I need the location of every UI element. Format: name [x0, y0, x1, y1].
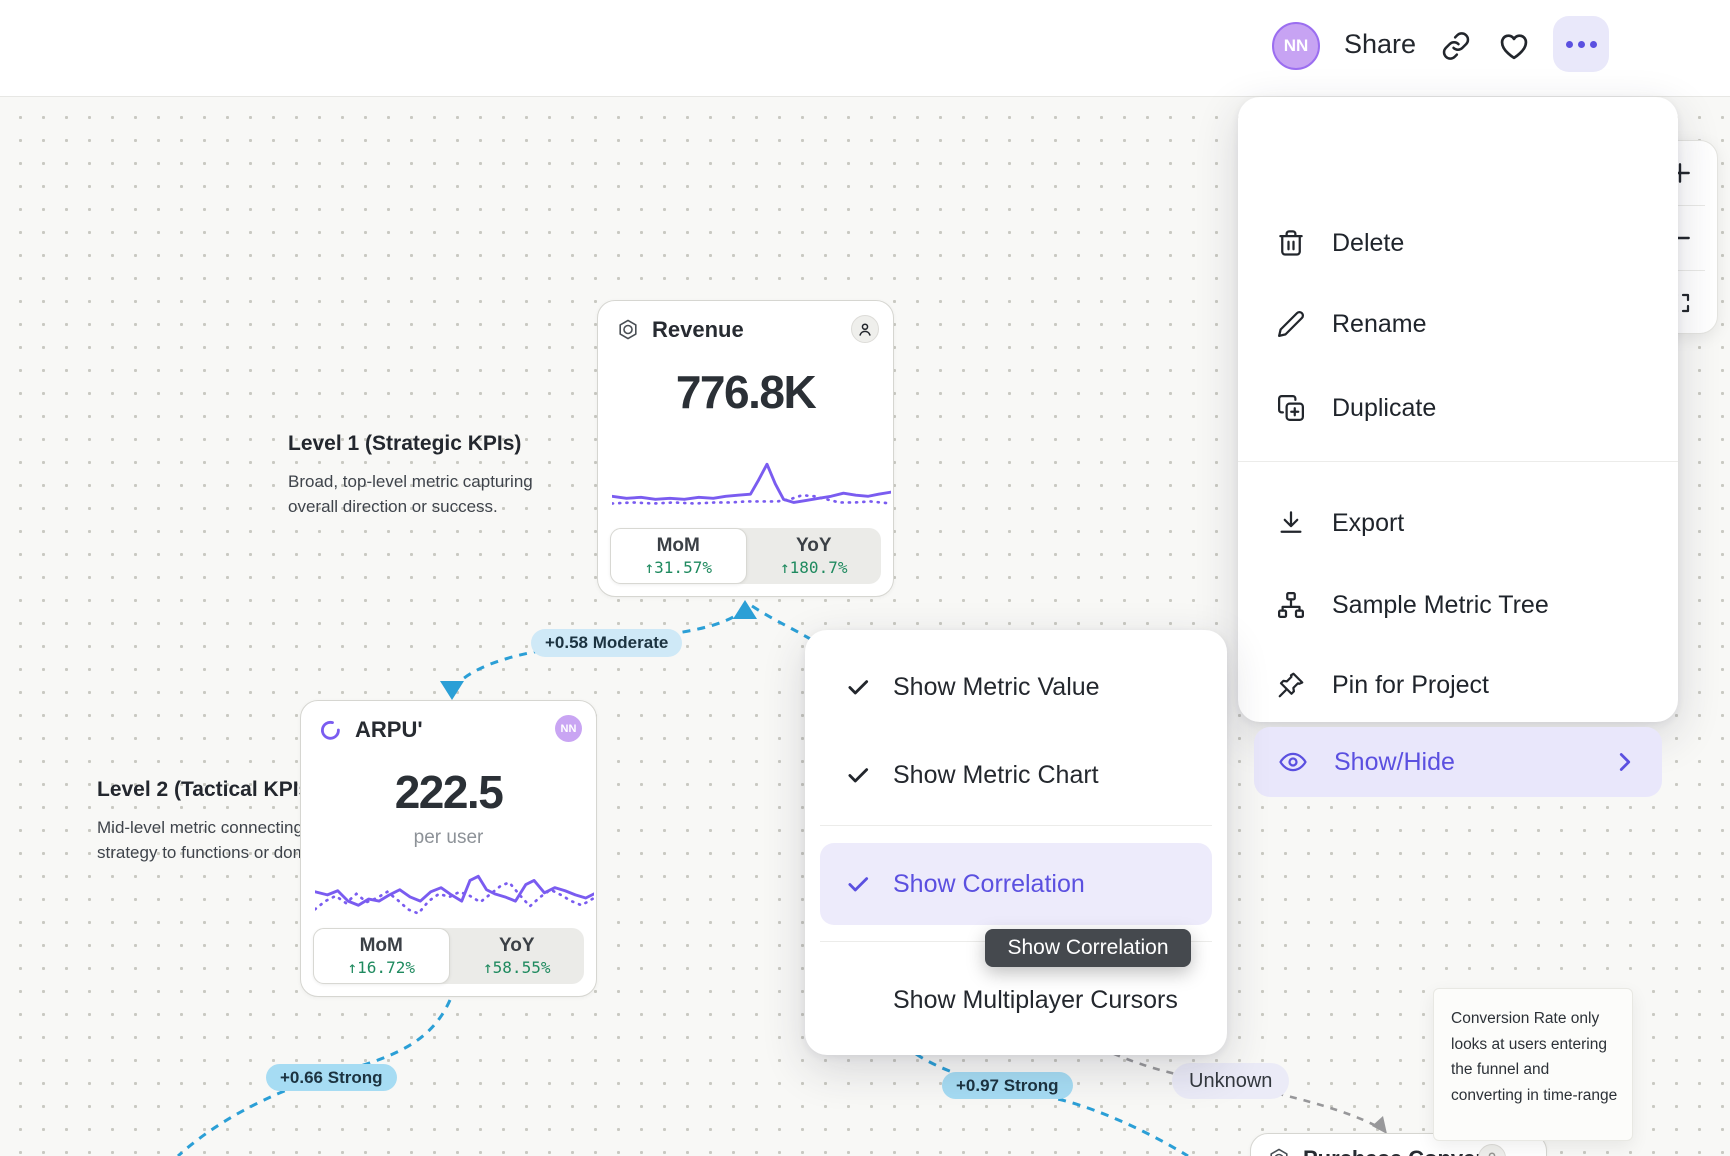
pencil-icon: [1278, 311, 1304, 337]
download-icon: [1280, 511, 1302, 533]
tree-icon: [1278, 592, 1304, 618]
pushpin-icon: [1278, 672, 1304, 698]
user-avatar[interactable]: NN: [1272, 22, 1320, 70]
arpu-mom-value: ↑16.72%: [347, 958, 415, 977]
revenue-owner-avatar[interactable]: [851, 315, 879, 343]
more-options-menu: Delete Rename Duplicate Export: [1238, 97, 1678, 797]
menu-item-rename[interactable]: Rename: [1238, 287, 1678, 361]
metric-hexagon-icon: [1270, 1148, 1288, 1156]
check-icon: [848, 680, 869, 695]
arpu-unit: per user: [413, 827, 484, 848]
level1-desc-line2: overall direction or success.: [288, 497, 498, 516]
menu-item-show-hide[interactable]: Show/Hide: [1254, 727, 1662, 797]
favorite-button[interactable]: [1496, 28, 1532, 64]
submenu-divider: [820, 825, 1212, 826]
heart-icon: [1500, 34, 1528, 60]
menu-item-sample-metric-tree[interactable]: Sample Metric Tree: [1238, 568, 1678, 642]
menu-item-delete[interactable]: Delete: [1238, 206, 1678, 280]
arpu-comparison-tabs: MoM ↑16.72% YoY ↑58.55%: [313, 928, 584, 984]
revenue-comparison-tabs: MoM ↑31.57% YoY ↑180.7%: [610, 528, 881, 584]
revenue-tab-mom[interactable]: MoM ↑31.57%: [610, 528, 747, 584]
metric-card-arpu[interactable]: ARPU' NN 222.5 per user MoM ↑16.72% YoY …: [300, 700, 597, 997]
check-icon: [848, 877, 869, 892]
correlation-badge-strong-left: +0.66 Strong: [266, 1064, 397, 1091]
correlation-badge-strong-right: +0.97 Strong: [942, 1072, 1073, 1099]
note-line4: converting in time-range: [1451, 1086, 1618, 1104]
note-line1: Conversion Rate only: [1451, 1010, 1600, 1027]
chevron-right-icon: [1619, 753, 1631, 771]
canvas-note[interactable]: Conversion Rate only looks at users ente…: [1433, 988, 1633, 1141]
link-icon: [1442, 32, 1470, 60]
correlation-badge-moderate: +0.58 Moderate: [531, 629, 683, 657]
arpu-card-title: ARPU': [355, 717, 423, 742]
top-bar: NN Share: [0, 0, 1730, 97]
arpu-tab-yoy[interactable]: YoY ↑58.55%: [483, 935, 551, 977]
level1-desc-line1: Broad, top-level metric capturing: [288, 472, 533, 491]
show-hide-submenu: Show Metric Value Show Metric Chart Show…: [805, 630, 1227, 1055]
person-icon: [859, 323, 871, 336]
menu-divider: [1238, 461, 1678, 462]
submenu-item-show-metric-value[interactable]: Show Metric Value: [805, 657, 1227, 717]
check-icon: [848, 768, 869, 783]
note-line2: looks at users entering: [1451, 1035, 1607, 1053]
correlation-badge-unknown: Unknown: [1172, 1063, 1290, 1099]
level1-heading: Level 1 (Strategic KPIs): [288, 432, 522, 455]
share-button[interactable]: Share: [1344, 29, 1417, 59]
more-options-button[interactable]: [1553, 16, 1609, 72]
revenue-card-title: Revenue: [652, 317, 744, 342]
revenue-sparkline: [612, 462, 891, 505]
revenue-mom-value: ↑31.57%: [644, 558, 712, 577]
level1-annotation: Level 1 (Strategic KPIs) Broad, top-leve…: [288, 432, 533, 519]
note-line3: the funnel and: [1451, 1061, 1550, 1078]
level2-desc-line1: Mid-level metric connecting: [97, 818, 303, 837]
arpu-owner-avatar[interactable]: NN: [555, 715, 582, 742]
metric-hexagon-icon: [619, 319, 637, 340]
submenu-item-show-correlation[interactable]: Show Correlation: [820, 843, 1212, 925]
person-icon: [1488, 1152, 1496, 1156]
arc-metric-icon: [321, 720, 340, 740]
purchase-card-title: Purchase Conversion Rate: [1303, 1146, 1493, 1156]
show-correlation-tooltip: Show Correlation: [985, 929, 1191, 967]
level2-desc-line2: strategy to functions or domains: [97, 843, 338, 862]
level2-annotation: Level 2 (Tactical KPIs) Mid-level metric…: [97, 778, 338, 865]
copy-link-button[interactable]: [1438, 28, 1474, 64]
revenue-yoy-value: ↑180.7%: [780, 558, 848, 577]
metric-card-revenue[interactable]: Revenue 776.8K MoM ↑31.57% YoY ↑180.7%: [597, 300, 894, 597]
submenu-item-show-metric-chart[interactable]: Show Metric Chart: [805, 745, 1227, 805]
arpu-yoy-value: ↑58.55%: [483, 958, 551, 977]
submenu-item-show-multiplayer-cursors[interactable]: Show Multiplayer Cursors: [893, 985, 1178, 1014]
menu-item-duplicate[interactable]: Duplicate: [1238, 371, 1678, 445]
eye-icon: [1279, 752, 1307, 772]
revenue-tab-yoy[interactable]: YoY ↑180.7%: [780, 535, 848, 577]
menu-item-export[interactable]: Export: [1238, 486, 1678, 560]
arpu-tab-mom[interactable]: MoM ↑16.72%: [313, 928, 450, 984]
arpu-sparkline: [315, 874, 594, 916]
revenue-value: 776.8K: [675, 366, 817, 418]
level2-heading: Level 2 (Tactical KPIs): [97, 778, 318, 801]
trash-icon: [1279, 230, 1303, 256]
menu-item-pin-for-project[interactable]: Pin for Project: [1238, 648, 1678, 722]
duplicate-icon: [1278, 395, 1304, 421]
arpu-value: 222.5: [394, 766, 504, 818]
